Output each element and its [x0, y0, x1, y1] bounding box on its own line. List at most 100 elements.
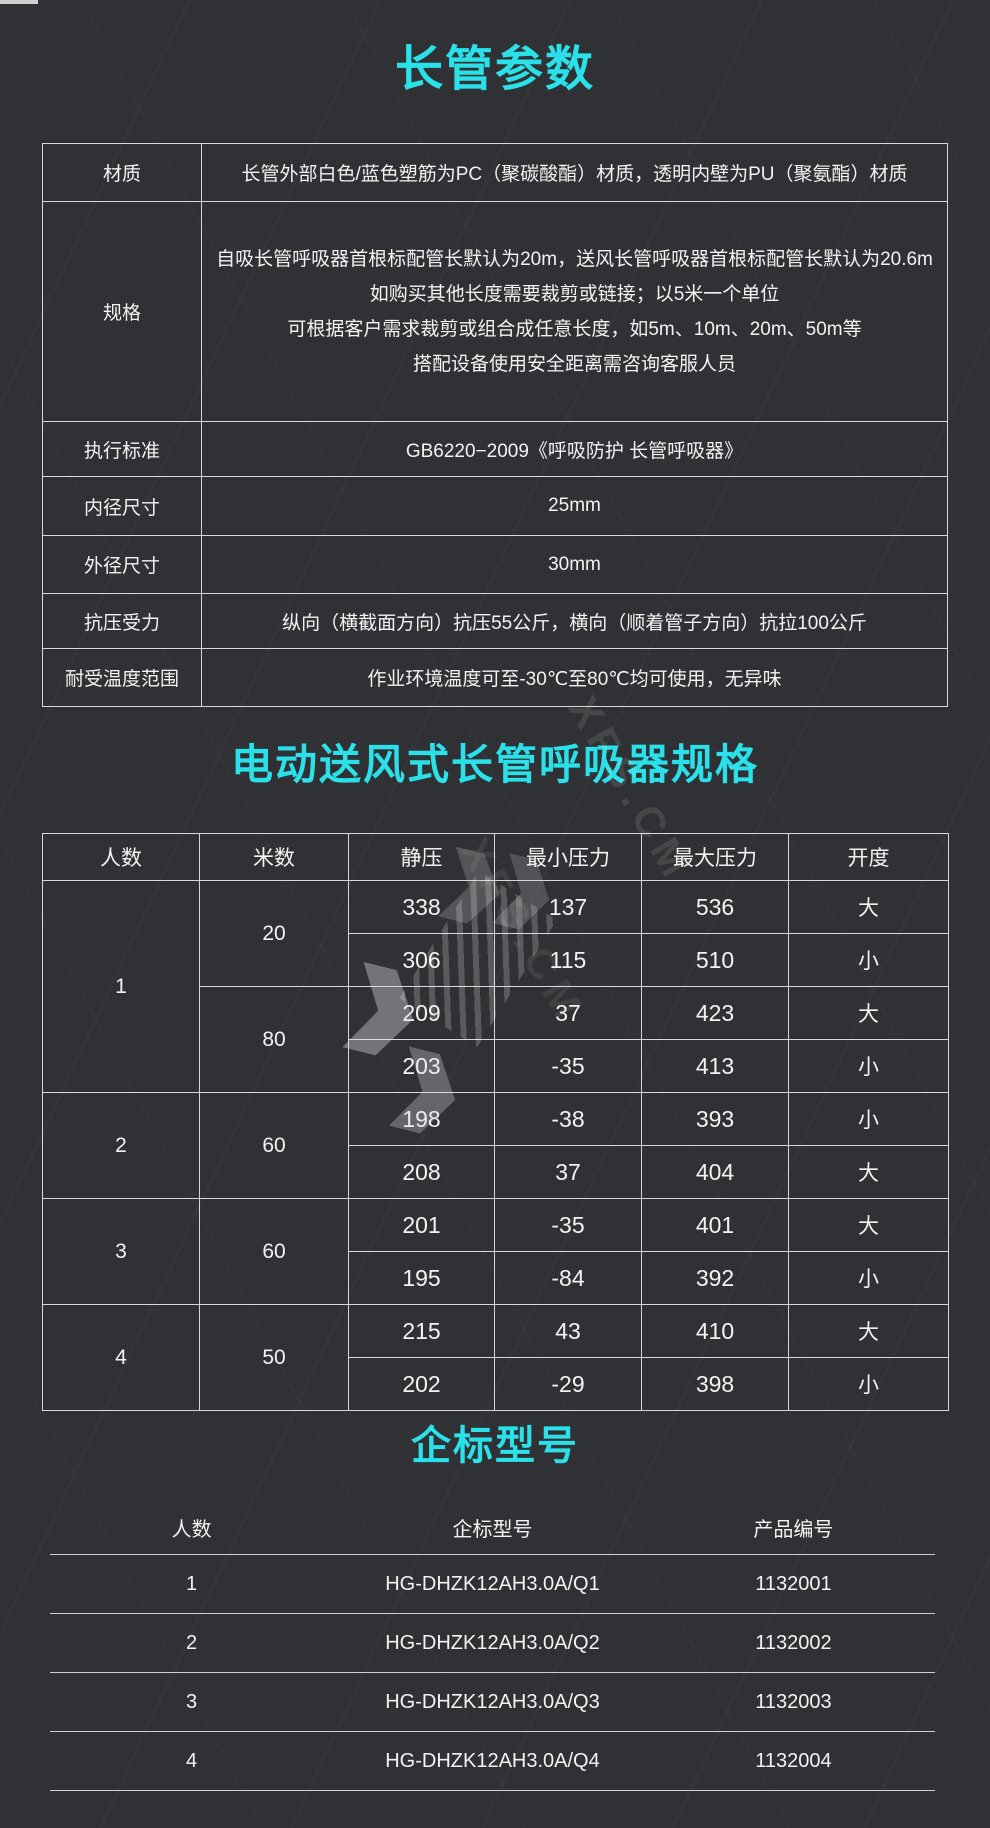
- table-row: 202 -29 398 小: [43, 1357, 949, 1411]
- people-cell: 3: [42, 1198, 200, 1305]
- min-pressure-cell: -29: [494, 1357, 642, 1411]
- meters-cell: 20: [199, 880, 349, 987]
- min-pressure-cell: 137: [494, 880, 642, 934]
- static-pressure-cell: 338: [348, 880, 495, 934]
- static-pressure-cell: 195: [348, 1251, 495, 1305]
- static-pressure-cell: 209: [348, 986, 495, 1040]
- people-cell: 1: [50, 1554, 334, 1614]
- param-value: GB6220−2009《呼吸防护 长管呼吸器》: [201, 421, 948, 477]
- table-row: 195 -84 392 小: [43, 1251, 949, 1305]
- col-header-min-pressure: 最小压力: [494, 833, 642, 881]
- model-cell: HG-DHZK12AH3.0A/Q3: [333, 1672, 652, 1732]
- table-row: 4 50 215 43 410 大: [42, 1304, 949, 1411]
- table-row: 1 HG-DHZK12AH3.0A/Q1 1132001: [50, 1554, 935, 1614]
- min-pressure-cell: -38: [494, 1092, 642, 1146]
- col-header-max-pressure: 最大压力: [641, 833, 789, 881]
- max-pressure-cell: 410: [641, 1304, 789, 1358]
- table-row: 规格 自吸长管呼吸器首根标配管长默认为20m，送风长管呼吸器首根标配管长默认为2…: [42, 201, 948, 422]
- static-pressure-cell: 201: [348, 1198, 495, 1252]
- table-row: 材质 长管外部白色/蓝色塑筋为PC（聚碳酸酯）材质，透明内壁为PU（聚氨酯）材质: [42, 143, 948, 202]
- min-pressure-cell: -35: [494, 1039, 642, 1093]
- param-label: 执行标准: [42, 421, 202, 477]
- people-cell: 2: [42, 1092, 200, 1199]
- table-row: 外径尺寸 30mm: [42, 535, 948, 594]
- static-pressure-cell: 208: [348, 1145, 495, 1199]
- param-value: 25mm: [201, 476, 948, 536]
- param-label: 内径尺寸: [42, 476, 202, 536]
- tube-parameters-table: 材质 长管外部白色/蓝色塑筋为PC（聚碳酸酯）材质，透明内壁为PU（聚氨酯）材质…: [42, 143, 948, 707]
- min-pressure-cell: 115: [494, 933, 642, 987]
- table-row: 耐受温度范围 作业环境温度可至-30℃至80℃均可使用，无异味: [42, 648, 948, 707]
- opening-cell: 小: [788, 1357, 949, 1411]
- model-cell: HG-DHZK12AH3.0A/Q1: [333, 1554, 652, 1614]
- table-row: 执行标准 GB6220−2009《呼吸防护 长管呼吸器》: [42, 421, 948, 477]
- meters-cell: 50: [199, 1304, 349, 1411]
- section-title-blower-spec: 电动送风式长管呼吸器规格: [230, 741, 759, 788]
- people-cell: 4: [42, 1304, 200, 1411]
- table-row: 4 HG-DHZK12AH3.0A/Q4 1132004: [50, 1731, 935, 1791]
- header-row: 人数 米数 静压 最小压力 最大压力 开度: [42, 833, 949, 881]
- static-pressure-cell: 198: [348, 1092, 495, 1146]
- model-cell: HG-DHZK12AH3.0A/Q4: [333, 1731, 652, 1791]
- max-pressure-cell: 398: [641, 1357, 789, 1411]
- model-cell: HG-DHZK12AH3.0A/Q2: [333, 1613, 652, 1673]
- people-cell: 4: [50, 1731, 334, 1791]
- section-title-model-numbers: 企标型号: [411, 1424, 579, 1468]
- people-cell: 1: [42, 880, 200, 1093]
- meters-cell: 80: [199, 986, 349, 1093]
- opening-cell: 大: [788, 880, 949, 934]
- param-value: 作业环境温度可至-30℃至80℃均可使用，无异味: [201, 648, 948, 707]
- param-value: 长管外部白色/蓝色塑筋为PC（聚碳酸酯）材质，透明内壁为PU（聚氨酯）材质: [201, 143, 948, 202]
- max-pressure-cell: 392: [641, 1251, 789, 1305]
- table-row: 208 37 404 大: [43, 1145, 949, 1199]
- table-row: 抗压受力 纵向（横截面方向）抗压55公斤，横向（顺着管子方向）抗拉100公斤: [42, 593, 948, 649]
- max-pressure-cell: 401: [641, 1198, 789, 1252]
- col-header-people: 人数: [42, 833, 200, 881]
- product-code-cell: 1132001: [651, 1554, 935, 1614]
- product-code-cell: 1132002: [651, 1613, 935, 1673]
- static-pressure-cell: 215: [348, 1304, 495, 1358]
- col-header-opening: 开度: [788, 833, 949, 881]
- param-label: 规格: [42, 201, 202, 422]
- min-pressure-cell: 37: [494, 986, 642, 1040]
- col-header-static-pressure: 静压: [348, 833, 495, 881]
- opening-cell: 小: [788, 1039, 949, 1093]
- opening-cell: 大: [788, 1198, 949, 1252]
- max-pressure-cell: 404: [641, 1145, 789, 1199]
- param-label: 外径尺寸: [42, 535, 202, 594]
- param-value: 自吸长管呼吸器首根标配管长默认为20m，送风长管呼吸器首根标配管长默认为20.6…: [201, 201, 948, 422]
- table-row: 3 HG-DHZK12AH3.0A/Q3 1132003: [50, 1672, 935, 1732]
- col-header-model: 企标型号: [333, 1500, 652, 1555]
- max-pressure-cell: 423: [641, 986, 789, 1040]
- meters-cell: 60: [199, 1198, 349, 1305]
- people-cell: 3: [50, 1672, 334, 1732]
- spec-line: 自吸长管呼吸器首根标配管长默认为20m，送风长管呼吸器首根标配管长默认为20.6…: [216, 248, 933, 270]
- table-row: 内径尺寸 25mm: [42, 476, 948, 536]
- col-header-product-code: 产品编号: [651, 1500, 935, 1555]
- opening-cell: 小: [788, 1251, 949, 1305]
- max-pressure-cell: 536: [641, 880, 789, 934]
- opening-cell: 大: [788, 1304, 949, 1358]
- static-pressure-cell: 203: [348, 1039, 495, 1093]
- max-pressure-cell: 393: [641, 1092, 789, 1146]
- min-pressure-cell: -84: [494, 1251, 642, 1305]
- param-label: 抗压受力: [42, 593, 202, 649]
- max-pressure-cell: 413: [641, 1039, 789, 1093]
- opening-cell: 小: [788, 1092, 949, 1146]
- spec-line: 如购买其他长度需要裁剪或链接；以5米一个单位: [369, 283, 780, 305]
- table-row: 2 HG-DHZK12AH3.0A/Q2 1132002: [50, 1613, 935, 1673]
- max-pressure-cell: 510: [641, 933, 789, 987]
- header-row: 人数 企标型号 产品编号: [50, 1500, 935, 1555]
- param-value: 30mm: [201, 535, 948, 594]
- param-value: 纵向（横截面方向）抗压55公斤，横向（顺着管子方向）抗拉100公斤: [201, 593, 948, 649]
- spec-line: 可根据客户需求裁剪或组合成任意长度，如5m、10m、20m、50m等: [287, 318, 862, 340]
- table-row: 203 -35 413 小: [43, 1039, 949, 1093]
- section-title-tube-parameters: 长管参数: [394, 43, 595, 96]
- static-pressure-cell: 202: [348, 1357, 495, 1411]
- product-code-cell: 1132003: [651, 1672, 935, 1732]
- table-row: 3 60 201 -35 401 大: [42, 1198, 949, 1305]
- min-pressure-cell: 37: [494, 1145, 642, 1199]
- min-pressure-cell: -35: [494, 1198, 642, 1252]
- opening-cell: 小: [788, 933, 949, 987]
- static-pressure-cell: 306: [348, 933, 495, 987]
